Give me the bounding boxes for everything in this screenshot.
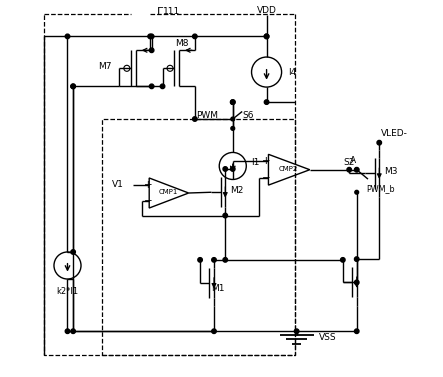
Circle shape [354,329,359,334]
Text: M8: M8 [175,39,189,48]
Circle shape [230,100,235,104]
Circle shape [149,48,154,52]
Text: CMP1: CMP1 [159,189,178,195]
Circle shape [149,84,154,89]
Text: −: − [262,173,271,183]
Circle shape [377,140,381,145]
Circle shape [355,168,358,172]
Text: −: − [144,196,153,206]
Text: VLED-: VLED- [381,129,408,138]
Circle shape [264,34,269,38]
Text: +: + [262,156,271,166]
Circle shape [231,127,235,130]
Text: A: A [350,156,356,165]
Circle shape [71,250,75,254]
Circle shape [294,329,299,334]
Text: M1: M1 [211,284,225,293]
Circle shape [71,329,75,334]
Circle shape [149,34,154,38]
Circle shape [212,329,216,334]
Text: S6: S6 [242,111,254,120]
Circle shape [264,100,269,104]
Text: I4: I4 [288,67,297,77]
Text: VDD: VDD [256,6,276,15]
Circle shape [193,117,197,121]
Circle shape [230,167,235,171]
Circle shape [264,34,269,38]
Text: PWM_b: PWM_b [366,184,395,193]
Circle shape [223,167,228,171]
Text: M2: M2 [230,186,243,195]
Circle shape [355,190,358,194]
Circle shape [212,257,216,262]
Circle shape [354,257,359,261]
Circle shape [354,167,359,172]
Text: M7: M7 [98,62,112,71]
Circle shape [193,34,197,38]
Circle shape [71,84,75,89]
Text: +: + [144,180,152,190]
Circle shape [198,257,202,262]
Text: I1: I1 [252,158,260,167]
Text: V1: V1 [112,180,124,189]
Circle shape [354,280,359,285]
Text: M3: M3 [384,167,397,176]
Circle shape [341,257,345,262]
Text: CMP2: CMP2 [279,166,298,172]
Circle shape [223,257,228,262]
Circle shape [230,100,235,104]
Circle shape [65,34,70,38]
Text: 111: 111 [163,7,181,16]
Text: VSS: VSS [319,334,337,342]
Circle shape [71,84,75,89]
Text: PWM: PWM [196,111,218,120]
Circle shape [160,84,165,89]
Text: $\mathsf{\Gamma}$: $\mathsf{\Gamma}$ [156,5,164,17]
Text: S2: S2 [343,158,355,167]
Circle shape [347,167,351,172]
Text: k2*I1: k2*I1 [56,287,78,296]
Circle shape [223,213,228,218]
Circle shape [65,329,70,334]
Circle shape [148,34,152,38]
Circle shape [231,117,235,121]
